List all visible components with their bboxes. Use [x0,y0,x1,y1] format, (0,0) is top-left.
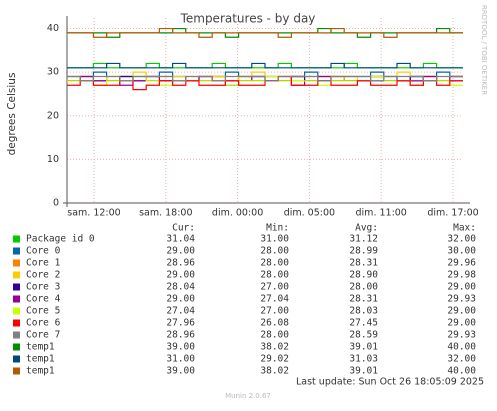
legend-stat: 31.04 [166,234,195,245]
legend-stat: 26.08 [260,318,289,329]
series-line [67,27,463,38]
y-axis-label: degrees Celsius [6,73,18,156]
legend-swatch [13,355,20,363]
legend-stat: 38.02 [260,366,289,377]
side-text: RRDTOOL / TOBI OETIKER [480,5,488,95]
legend-header: Cur: [172,223,195,234]
legend-stat: 29.93 [447,330,476,341]
legend-stat: 28.03 [349,306,378,317]
y-tick-label: 20 [47,110,59,121]
legend-stat: 29.00 [166,246,195,257]
footer: Munin 2.0.67 [225,392,271,400]
legend-stat: 29.93 [447,294,476,305]
legend-swatch [13,283,20,291]
legend-stat: 38.02 [260,342,289,353]
legend-stat: 39.00 [166,342,195,353]
legend-swatch [13,235,20,243]
legend-stat: 32.00 [447,234,476,245]
legend-stat: 28.31 [349,258,378,269]
legend-stat: 28.59 [349,330,378,341]
plot-area [67,18,467,203]
legend-swatch [13,307,20,315]
legend-name: Core 6 [26,318,61,329]
y-tick-label: 40 [47,23,59,34]
legend-header: Max: [453,223,476,234]
series-line [67,71,463,82]
legend-name: Package id 0 [26,234,95,245]
legend-stat: 28.04 [166,282,195,293]
series-line [67,75,463,82]
legend-stat: 29.00 [447,306,476,317]
legend-stat: 29.02 [260,354,289,365]
legend-name: Core 5 [26,306,60,317]
x-tick-label: dim. 17:00 [427,208,478,219]
chart-title: Temperatures - by day [180,12,316,26]
legend-stat: 28.00 [260,270,289,281]
series-line [67,62,463,69]
legend-stat: 29.00 [166,294,195,305]
legend-stat: 29.96 [447,258,476,269]
legend-name: Core 7 [26,330,60,341]
legend-stat: 28.31 [349,294,378,305]
legend-swatch [13,271,20,279]
y-tick-label: 10 [47,154,59,165]
legend-swatch [13,367,20,375]
y-tick-label: 0 [53,198,59,209]
legend-name: Core 4 [26,294,61,305]
legend-stat: 28.99 [349,246,378,257]
legend-stat: 27.00 [260,306,289,317]
legend-swatch [13,331,20,339]
legend-name: temp1 [26,366,55,377]
legend-name: Core 0 [26,246,61,257]
legend-stat: 28.00 [260,246,289,257]
y-tick-label: 30 [47,67,59,78]
legend-swatch [13,259,20,267]
legend-name: temp1 [26,354,55,365]
last-update: Last update: Sun Oct 26 18:05:09 2025 [296,377,484,388]
legend-swatch [13,295,20,303]
legend-stat: 30.00 [447,246,476,257]
legend-swatch [13,319,20,327]
legend-swatch [13,247,20,255]
legend-header: Min: [266,223,289,234]
legend-stat: 40.00 [447,342,476,353]
legend-stat: 28.00 [260,330,289,341]
legend-name: Core 3 [26,282,60,293]
legend-swatch [13,343,20,351]
legend-stat: 29.00 [447,318,476,329]
series-line [67,75,463,91]
legend-stat: 28.00 [260,258,289,269]
legend-stat: 27.04 [166,306,195,317]
legend-stat: 31.00 [260,234,289,245]
legend-stat: 29.00 [447,282,476,293]
legend-name: Core 1 [26,258,61,269]
x-tick-label: dim. 11:00 [356,208,407,219]
legend-stat: 27.04 [260,294,289,305]
legend-stat: 27.96 [166,318,195,329]
legend-stat: 27.45 [349,318,378,329]
legend-stat: 39.01 [349,342,378,353]
legend-stat: 28.96 [166,330,195,341]
legend-name: temp1 [26,342,55,353]
legend-stat: 39.01 [349,366,378,377]
legend-stat: 28.96 [166,258,195,269]
x-tick-label: sam. 12:00 [67,208,120,219]
x-tick-label: dim. 05:00 [284,208,335,219]
legend-stat: 31.12 [349,234,378,245]
legend-stat: 31.03 [349,354,378,365]
legend-stat: 39.00 [166,366,195,377]
legend-stat: 27.00 [260,282,289,293]
legend-stat: 31.00 [166,354,195,365]
legend-stat: 28.00 [349,282,378,293]
legend-stat: 29.98 [447,270,476,281]
x-tick-label: sam. 18:00 [139,208,192,219]
legend-stat: 28.90 [349,270,378,281]
legend-stat: 40.00 [447,366,476,377]
legend-stat: 32.00 [447,354,476,365]
legend-header: Avg: [355,223,378,234]
x-tick-label: dim. 00:00 [212,208,263,219]
legend-stat: 29.00 [166,270,195,281]
legend-name: Core 2 [26,270,60,281]
